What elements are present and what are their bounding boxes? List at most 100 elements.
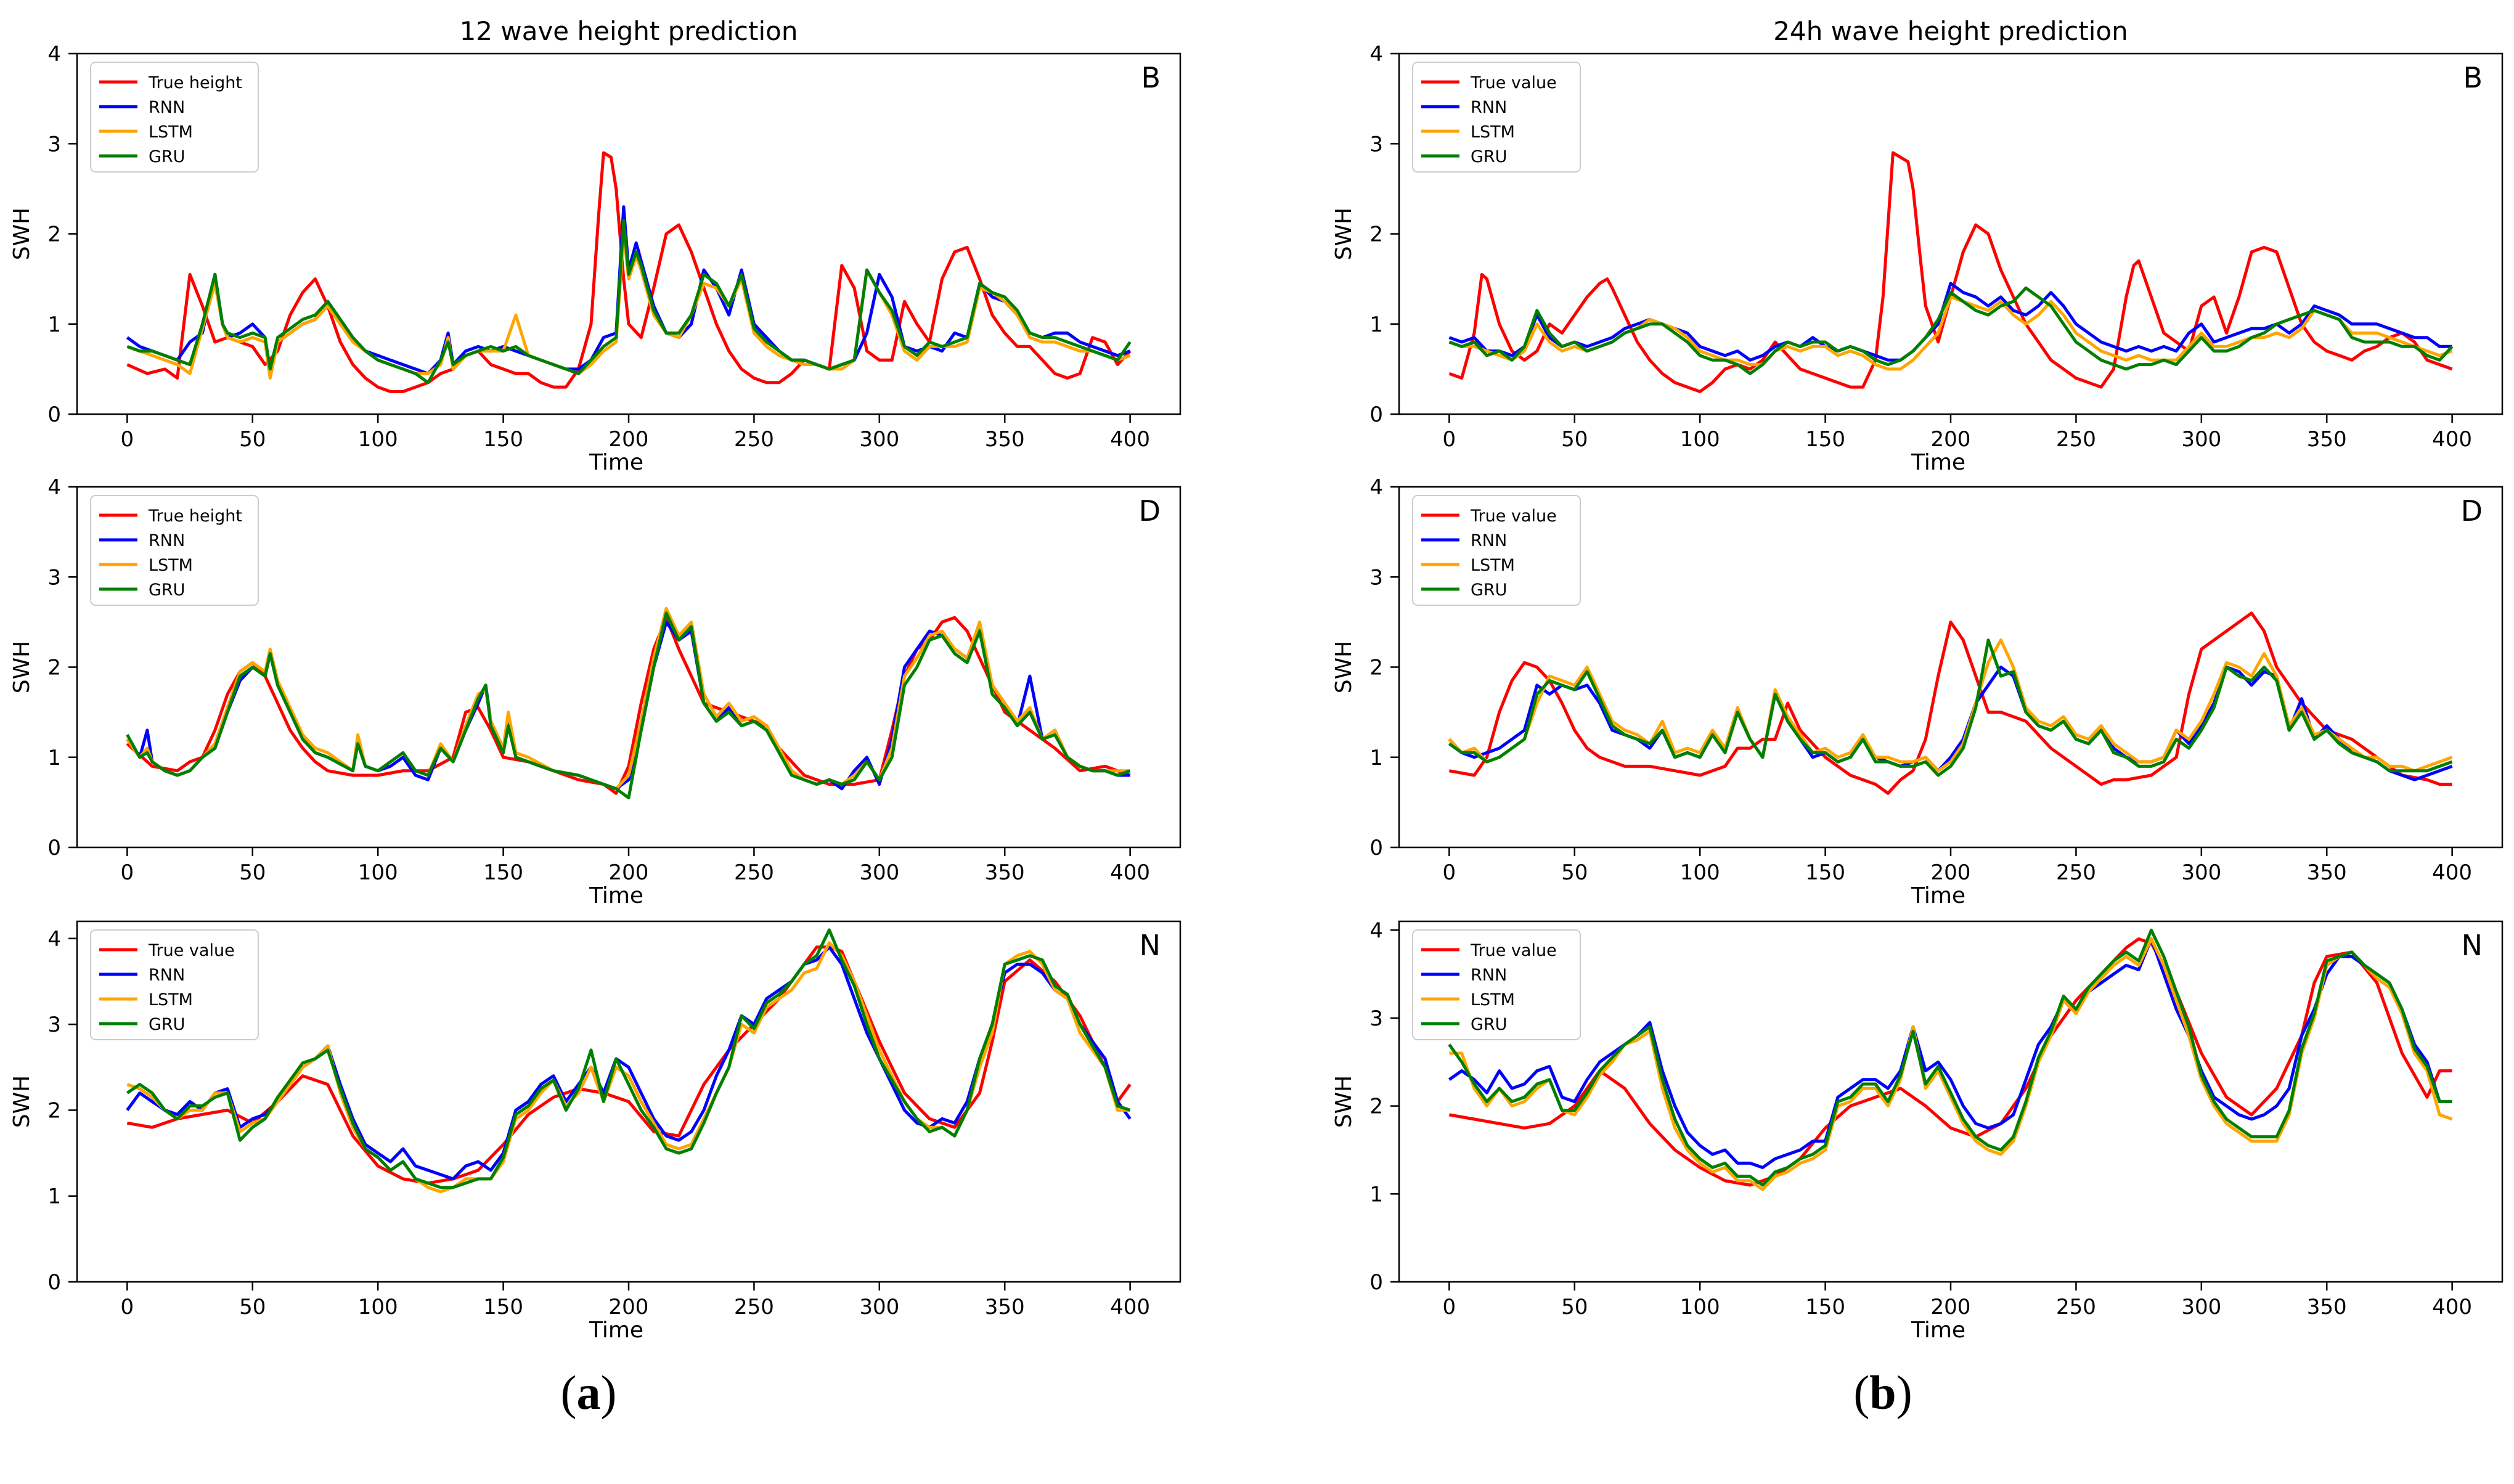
x-tick-label: 50 — [239, 1295, 266, 1319]
legend: True value RNN LSTM GRU — [1412, 62, 1581, 173]
x-tick-label: 50 — [239, 427, 266, 452]
y-tick-label: 0 — [47, 836, 61, 860]
series-line-gru — [1448, 286, 2454, 375]
legend: True value RNN LSTM GRU — [90, 929, 259, 1040]
series-line-true — [126, 151, 1132, 393]
x-axis-label: Time — [589, 883, 643, 908]
y-tick-label: 1 — [47, 746, 61, 770]
x-tick-label: 200 — [1931, 860, 1971, 885]
series-line-lstm — [1448, 295, 2453, 371]
y-tick-label: 0 — [47, 1270, 61, 1295]
series-line-gru — [126, 928, 1131, 1189]
x-tick-label: 50 — [1561, 860, 1588, 885]
x-tick-label: 50 — [1561, 427, 1588, 452]
x-tick-label: 250 — [2056, 1295, 2096, 1319]
y-tick-label: 2 — [47, 656, 61, 680]
legend-box — [1412, 929, 1581, 1040]
chart-title: 12 wave height prediction — [460, 16, 798, 46]
y-axis-label: SWH — [1331, 1075, 1357, 1128]
x-tick-label: 0 — [121, 427, 134, 452]
legend-label-rnn: RNN — [1471, 98, 1507, 117]
x-tick-label: 50 — [239, 860, 266, 885]
chart-panel-b-bot: 0 50 100 150 200 250 300 350 400 0 1 2 3 4 Time SWH N Tru… — [1331, 918, 2504, 1343]
x-tick-label: 400 — [2432, 427, 2472, 452]
y-tick-label: 0 — [1369, 402, 1383, 427]
legend-label-rnn: RNN — [149, 531, 185, 550]
y-tick-label: 3 — [47, 1013, 61, 1037]
chart-panel-a-bot: 0 50 100 150 200 250 300 350 400 0 1 2 3 4 Time SWH N Tru… — [9, 920, 1181, 1343]
y-tick-label: 1 — [1369, 746, 1383, 770]
x-tick-label: 150 — [1805, 427, 1845, 452]
x-tick-label: 300 — [2181, 1295, 2221, 1319]
legend-label-rnn: RNN — [1471, 966, 1507, 985]
series-line-true — [126, 945, 1132, 1185]
legend-label-gru: GRU — [149, 1015, 185, 1034]
x-tick-label: 350 — [985, 860, 1025, 885]
x-tick-label: 350 — [2307, 1295, 2347, 1319]
caption-a: (a) — [560, 1366, 617, 1419]
y-tick-label: 4 — [47, 475, 61, 500]
panel-tag: D — [2461, 494, 2483, 528]
x-axis-label: Time — [589, 450, 643, 475]
x-tick-label: 350 — [2307, 427, 2347, 452]
y-tick-label: 0 — [47, 402, 61, 427]
x-tick-label: 100 — [358, 860, 398, 885]
x-tick-label: 300 — [859, 1295, 899, 1319]
y-tick-label: 2 — [47, 1098, 61, 1123]
x-tick-label: 100 — [1680, 427, 1720, 452]
y-tick-label: 3 — [1369, 1006, 1383, 1031]
legend-label-gru: GRU — [1471, 147, 1507, 166]
x-tick-label: 350 — [985, 427, 1025, 452]
y-tick-label: 3 — [1369, 565, 1383, 590]
y-axis-label: SWH — [1331, 641, 1357, 694]
legend-label-true: True value — [1470, 941, 1557, 960]
series-line-lstm — [1449, 937, 2453, 1191]
x-tick-label: 400 — [1110, 860, 1150, 885]
x-axis-label: Time — [589, 1318, 643, 1343]
y-tick-label: 3 — [47, 132, 61, 157]
x-tick-label: 400 — [1110, 427, 1150, 452]
y-tick-label: 1 — [47, 312, 61, 337]
legend-box — [90, 929, 259, 1040]
legend-label-true: True value — [1470, 507, 1557, 526]
legend-label-lstm: LSTM — [1471, 123, 1515, 142]
x-tick-label: 200 — [609, 427, 649, 452]
x-tick-label: 400 — [2432, 860, 2472, 885]
chart-title: 24h wave height prediction — [1773, 16, 2128, 46]
x-tick-label: 300 — [2181, 427, 2221, 452]
y-tick-label: 1 — [1369, 312, 1383, 337]
legend: True height RNN LSTM GRU — [90, 495, 259, 606]
x-tick-label: 350 — [2307, 860, 2347, 885]
legend-box — [90, 62, 259, 173]
legend-label-true: True height — [148, 73, 242, 92]
x-tick-label: 250 — [734, 1295, 774, 1319]
y-tick-label: 1 — [47, 1184, 61, 1209]
y-tick-label: 4 — [1369, 42, 1383, 67]
x-tick-label: 200 — [609, 1295, 649, 1319]
x-tick-label: 150 — [1805, 1295, 1845, 1319]
x-tick-label: 150 — [483, 860, 523, 885]
y-axis-label: SWH — [9, 1075, 35, 1128]
x-tick-label: 300 — [859, 427, 899, 452]
panel-tag: N — [2462, 929, 2483, 962]
x-tick-label: 250 — [734, 427, 774, 452]
y-tick-label: 4 — [47, 927, 61, 952]
legend: True value RNN LSTM GRU — [1412, 929, 1581, 1040]
legend-label-lstm: LSTM — [149, 990, 193, 1009]
y-axis-label: SWH — [9, 208, 35, 261]
y-tick-label: 2 — [1369, 656, 1383, 680]
y-axis-label: SWH — [1331, 208, 1357, 261]
x-tick-label: 200 — [1931, 427, 1971, 452]
x-tick-label: 150 — [483, 1295, 523, 1319]
legend-label-lstm: LSTM — [149, 556, 193, 575]
x-tick-label: 100 — [358, 427, 398, 452]
y-axis-label: SWH — [9, 641, 35, 694]
x-tick-label: 0 — [1443, 427, 1456, 452]
x-tick-label: 400 — [1110, 1295, 1150, 1319]
legend-box — [90, 495, 259, 606]
x-tick-label: 100 — [358, 1295, 398, 1319]
x-tick-label: 350 — [985, 1295, 1025, 1319]
x-tick-label: 300 — [859, 860, 899, 885]
series-line-rnn — [1448, 282, 2452, 362]
